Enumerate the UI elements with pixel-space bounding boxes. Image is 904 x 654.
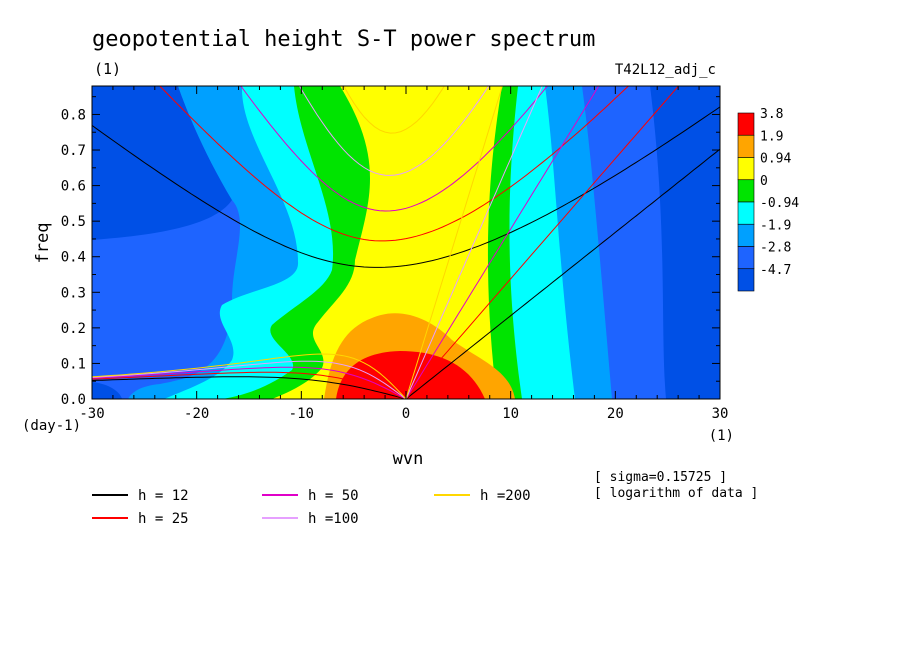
x-tick-label: 10: [502, 406, 519, 422]
kelvin-curve: [405, 86, 600, 399]
x-axis-title: wvn: [393, 449, 424, 469]
x-tick-label: -10: [289, 406, 314, 422]
colorbar-level-label: -1.9: [760, 218, 791, 233]
colorbar-level-label: 1.9: [760, 129, 783, 144]
colorbar-swatch: [737, 157, 755, 181]
y-tick-label: 0.8: [61, 107, 86, 123]
colorbar-swatch: [737, 112, 755, 136]
colorbar-level-label: -4.7: [760, 263, 791, 278]
y-tick-label: 0.2: [61, 321, 86, 337]
colorbar-swatch: [737, 201, 755, 225]
inertia-gravity-curve: [298, 86, 490, 176]
inertia-gravity-curve: [240, 86, 548, 212]
colorbar-level-label: -0.94: [760, 196, 799, 211]
legend-label: h = 12: [138, 488, 189, 504]
rossby-curve: [92, 371, 407, 399]
legend-label: h =200: [480, 488, 531, 504]
curve-legend: h = 12 h = 25 h = 50 h =100 h =200: [92, 488, 531, 527]
rossby-curve: [92, 353, 407, 399]
x-tick-label: 30: [712, 406, 729, 422]
y-units-label: (day-1): [22, 418, 81, 434]
y-tick-label: 0.7: [61, 143, 86, 159]
y-tick-label: 0.6: [61, 179, 86, 195]
legend-label: h =100: [308, 511, 359, 527]
inertia-gravity-curve: [159, 86, 630, 242]
legend-label: h = 25: [138, 511, 189, 527]
log-note: [ logarithm of data ]: [594, 486, 758, 501]
inertia-gravity-curve: [343, 86, 445, 134]
colorbar-swatch: [737, 179, 755, 203]
x-tick-label: 20: [607, 406, 624, 422]
x-tick-label: -20: [184, 406, 209, 422]
y-axis-title: freq: [33, 223, 53, 264]
inertia-gravity-curve: [92, 106, 720, 268]
x-units-label: (1): [709, 428, 734, 444]
colorbar-level-label: 0: [760, 174, 768, 189]
band-level-neg4.7-bottom: [92, 382, 122, 399]
rossby-curve: [92, 376, 407, 399]
band-level-0.94: [272, 86, 502, 399]
x-tick-label: 0: [402, 406, 410, 422]
y-tick-label: 0.4: [61, 250, 86, 266]
chart-title: geopotential height S-T power spectrum: [92, 27, 595, 52]
y-tick-label: 0.5: [61, 214, 86, 230]
colorbar-swatch: [737, 268, 755, 292]
run-label: T42L12_adj_c: [615, 62, 716, 78]
legend-label: h = 50: [308, 488, 359, 504]
axis-ticks: -30 -20 -10 0 10 20 30 0.0 0.1 0.2 0.3 0.4 0.5 0.6 0.7…: [61, 86, 729, 422]
plot-area: [92, 86, 720, 399]
band-level-neg4.7-left: [92, 86, 232, 240]
kelvin-curve: [405, 86, 680, 399]
kelvin-curve: [405, 86, 503, 399]
dispersion-curves: [92, 86, 720, 399]
colorbar-level-label: 0.94: [760, 152, 791, 167]
colorbar-swatch: [737, 223, 755, 247]
colorbar: 3.8 1.9 0.94 0 -0.94 -1.9 -2.8 -4.7: [737, 107, 799, 292]
colorbar-swatch: [737, 246, 755, 270]
y-tick-label: 0.0: [61, 392, 86, 408]
units-label: (1): [94, 60, 121, 78]
colorbar-level-label: -2.8: [760, 241, 791, 256]
band-level-neg4.7-right: [650, 86, 720, 399]
sigma-note: [ sigma=0.15725 ]: [594, 470, 727, 485]
y-tick-label: 0.3: [61, 285, 86, 301]
kelvin-curve: [405, 86, 543, 399]
colorbar-swatch: [737, 134, 755, 158]
colorbar-level-label: 3.8: [760, 107, 783, 122]
rossby-curve: [92, 366, 407, 399]
y-tick-label: 0.1: [61, 356, 86, 372]
kelvin-curve: [405, 148, 720, 399]
rossby-curve: [92, 360, 407, 399]
x-tick-label: -30: [79, 406, 104, 422]
